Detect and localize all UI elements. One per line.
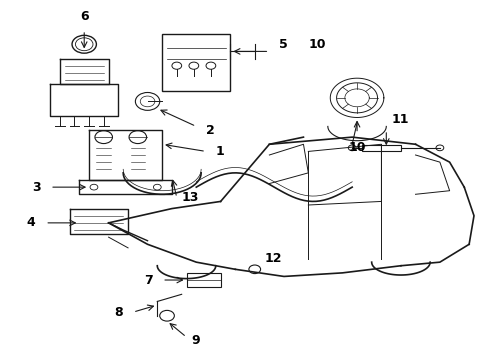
Bar: [187, 273, 220, 287]
Text: 12: 12: [265, 252, 282, 265]
Text: 7: 7: [144, 274, 152, 287]
Text: 1: 1: [216, 145, 224, 158]
Text: 5: 5: [279, 38, 288, 51]
Text: 8: 8: [115, 306, 123, 319]
Text: 3: 3: [32, 181, 40, 194]
Text: 9: 9: [192, 334, 200, 347]
Text: 10: 10: [348, 141, 366, 154]
Text: 11: 11: [391, 113, 409, 126]
Bar: [362, 145, 401, 152]
Text: 4: 4: [27, 216, 35, 229]
Text: 13: 13: [182, 192, 199, 204]
Text: 2: 2: [206, 123, 215, 136]
Text: 6: 6: [80, 10, 89, 23]
Text: 10: 10: [308, 38, 326, 51]
